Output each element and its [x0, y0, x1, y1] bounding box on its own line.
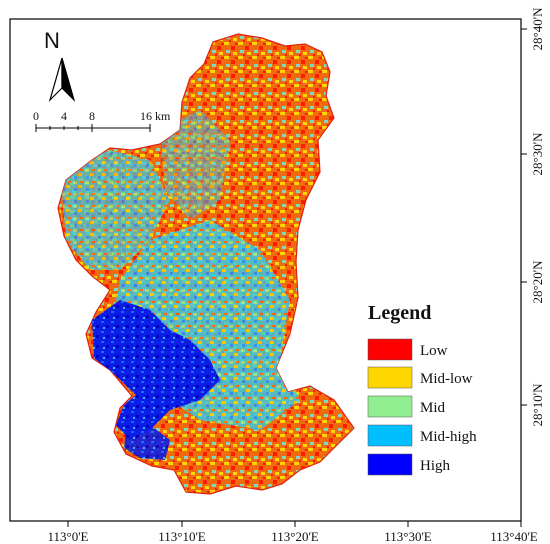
legend-swatch-mid [367, 395, 413, 418]
x-tick-113-10: 113°10'E [158, 529, 206, 544]
legend-item-high: High [367, 453, 451, 476]
legend-swatch-mid-low [367, 366, 413, 389]
high-zone-south [124, 425, 170, 460]
study-region [57, 33, 355, 495]
x-tick-113-0: 113°0'E [48, 529, 89, 544]
legend-item-mid: Mid [367, 395, 446, 418]
scale-tick-16: 16 km [140, 109, 171, 123]
legend-label-low: Low [420, 343, 448, 359]
legend-item-low: Low [367, 338, 448, 361]
y-tick-28-20: 28°20'N [530, 260, 545, 304]
mid-zone-north [160, 110, 230, 220]
north-label: N [44, 28, 60, 53]
x-tick-113-20: 113°20'E [271, 529, 319, 544]
x-tick-113-40: 113°40'E [490, 529, 538, 544]
legend-label-high: High [420, 458, 451, 474]
north-arrow: N [44, 28, 76, 103]
legend-item-mid-low: Mid-low [367, 366, 473, 389]
scale-tick-4: 4 [61, 109, 67, 123]
legend-title: Legend [368, 302, 431, 324]
scale-tick-0: 0 [33, 109, 39, 123]
y-tick-28-40: 28°40'N [530, 7, 545, 51]
legend-swatch-low [367, 338, 413, 361]
legend-label-mid-low: Mid-low [420, 371, 473, 387]
frame-ticks [67, 28, 527, 527]
legend-swatch-high [367, 453, 413, 476]
x-tick-113-30: 113°30'E [384, 529, 432, 544]
x-axis-labels: 113°0'E 113°10'E 113°20'E 113°30'E 113°4… [48, 529, 538, 544]
scale-bar: 0 4 8 16 km [33, 109, 171, 132]
y-tick-28-30: 28°30'N [530, 132, 545, 176]
legend: Legend Low Mid-low Mid Mid-high High [367, 302, 477, 476]
scale-tick-8: 8 [89, 109, 95, 123]
legend-label-mid-high: Mid-high [420, 429, 477, 445]
legend-swatch-mid-high [367, 424, 413, 447]
high-zone [92, 300, 220, 440]
legend-item-mid-high: Mid-high [367, 424, 477, 447]
legend-label-mid: Mid [420, 400, 446, 416]
y-axis-labels: 28°40'N 28°30'N 28°20'N 28°10'N [530, 7, 545, 427]
y-tick-28-10: 28°10'N [530, 383, 545, 427]
mid-zone-west [60, 150, 170, 270]
